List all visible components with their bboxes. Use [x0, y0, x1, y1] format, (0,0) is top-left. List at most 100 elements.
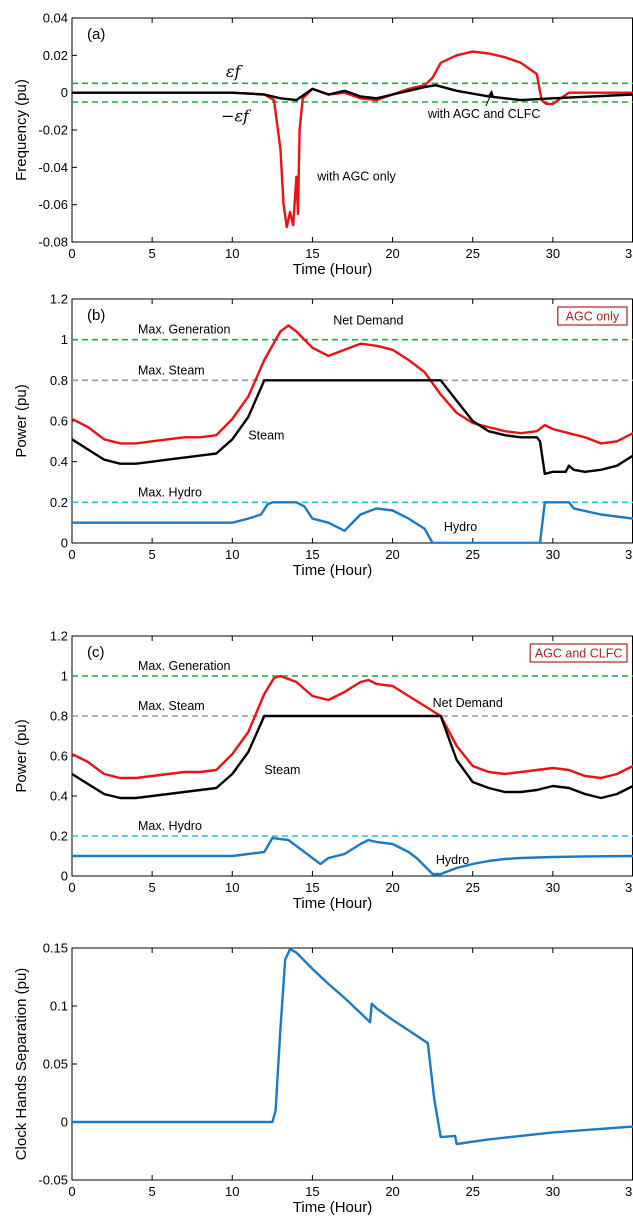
- plot-area-a: [71, 17, 633, 243]
- x-tick-label: 10: [225, 880, 239, 895]
- reference-line-label: Max. Hydro: [138, 485, 202, 499]
- mode-badge: [557, 306, 628, 326]
- x-tick-label: 20: [385, 880, 399, 895]
- annotation: Steam: [264, 763, 300, 777]
- series-line: [72, 50, 633, 229]
- y-tick-label: 0: [61, 536, 68, 551]
- reference-line-label: Max. Generation: [138, 323, 230, 337]
- y-tick-label: 0: [61, 1115, 68, 1130]
- x-tick-label: 25: [465, 880, 479, 895]
- x-tick-label: 35: [625, 1184, 633, 1199]
- y-tick-label: 1.2: [50, 292, 68, 307]
- x-tick-label: 15: [305, 246, 319, 261]
- panel-c: 0 5 10 15 20 25 30 35 0 0.2 0.4 0.6 0.8 1 1.2 Time (Hou…: [13, 629, 633, 912]
- x-tick-label: 10: [225, 547, 239, 562]
- x-tick-label: 35: [625, 547, 633, 562]
- annotation: Net Demand: [433, 696, 503, 710]
- x-tick-label: 0: [68, 246, 75, 261]
- x-tick-label: 35: [625, 246, 633, 261]
- x-tick-label: 0: [68, 1184, 75, 1199]
- annotation: with AGC only: [316, 169, 396, 183]
- y-tick-label: 1: [61, 332, 68, 347]
- x-tick-label: 20: [385, 547, 399, 562]
- y-tick-label: 0.4: [50, 789, 68, 804]
- panel-a: 0 5 10 15 20 25 30 35 -0.08 -0.06 -0.04 -0.02 0 0.02 0…: [13, 11, 633, 278]
- series-line: [72, 83, 633, 102]
- x-tick-label: 25: [465, 1184, 479, 1199]
- annotation: Hydro: [444, 520, 477, 534]
- mode-badge-text: AGC only: [566, 310, 620, 324]
- mode-badge-text: AGC and CLFC: [535, 647, 623, 661]
- x-tick-label: 10: [225, 246, 239, 261]
- reference-line-label: Max. Generation: [138, 659, 230, 673]
- x-axis-label: Time (Hour): [293, 562, 372, 579]
- x-tick-label: 0: [68, 547, 75, 562]
- x-tick-label: 25: [465, 547, 479, 562]
- y-tick-label: 0.6: [50, 414, 68, 429]
- series-line-net-demand: [72, 674, 633, 780]
- y-tick-label: 0.2: [50, 829, 68, 844]
- series-line-hydro: [72, 501, 633, 543]
- y-tick-label: -0.02: [38, 123, 68, 138]
- plot-area-d: [71, 947, 633, 1181]
- annotation: Hydro: [436, 853, 469, 867]
- reference-line-label: Max. Steam: [138, 363, 205, 377]
- x-tick-label: 5: [149, 246, 156, 261]
- annotation: with AGC and CLFC: [427, 107, 541, 121]
- annotation: Steam: [248, 428, 284, 442]
- x-tick-label: 15: [305, 880, 319, 895]
- series-line-steam: [72, 379, 633, 476]
- x-tick-label: 15: [305, 1184, 319, 1199]
- x-tick-label: 10: [225, 1184, 239, 1199]
- panel-label: (c): [87, 644, 105, 661]
- x-tick-label: 25: [465, 246, 479, 261]
- x-tick-label: 30: [546, 246, 560, 261]
- y-tick-label: 0.02: [43, 48, 68, 63]
- annotation: εf: [226, 62, 244, 81]
- x-tick-label: 5: [149, 1184, 156, 1199]
- y-axis-label: Clock Hands Separation (pu): [13, 968, 30, 1161]
- annotation: −εf: [221, 107, 252, 126]
- y-tick-label: 0: [61, 869, 68, 884]
- x-tick-label: 30: [546, 880, 560, 895]
- y-tick-label: 0.8: [50, 709, 68, 724]
- panel-label: (b): [87, 307, 105, 324]
- y-tick-label: 0.6: [50, 749, 68, 764]
- y-axis-label: Frequency (pu): [13, 79, 30, 181]
- y-tick-label: 0.05: [43, 1057, 68, 1072]
- annotation: Net Demand: [333, 313, 403, 327]
- y-tick-label: 0.8: [50, 373, 68, 388]
- reference-line-label: Max. Steam: [138, 699, 205, 713]
- y-tick-label: -0.04: [38, 160, 68, 175]
- x-tick-label: 0: [68, 880, 75, 895]
- series-line-net-demand: [72, 324, 633, 445]
- y-tick-label: 0.4: [50, 454, 68, 469]
- y-tick-label: 0.2: [50, 495, 68, 510]
- y-tick-label: 0.04: [43, 11, 68, 26]
- series-line-steam: [72, 714, 633, 800]
- y-axis-label: Power (pu): [13, 384, 30, 457]
- y-tick-label: -0.08: [38, 235, 68, 250]
- x-axis-label: Time (Hour): [293, 261, 372, 278]
- x-tick-label: 20: [385, 246, 399, 261]
- x-tick-label: 5: [149, 880, 156, 895]
- x-tick-label: 30: [546, 547, 560, 562]
- panel-label: (a): [87, 26, 105, 43]
- x-tick-label: 5: [149, 547, 156, 562]
- x-tick-label: 20: [385, 1184, 399, 1199]
- panel-b: 0 5 10 15 20 25 30 35 0 0.2 0.4 0.6 0.8 1 1.2 Time (Hou…: [13, 292, 633, 579]
- y-tick-label: 1: [61, 669, 68, 684]
- x-axis-label: Time (Hour): [293, 1199, 372, 1216]
- series-line-hydro: [72, 836, 633, 876]
- y-tick-label: 0: [61, 85, 68, 100]
- y-axis-label: Power (pu): [13, 719, 30, 792]
- y-tick-label: 0.1: [50, 999, 68, 1014]
- y-tick-label: 1.2: [50, 629, 68, 644]
- series-line: [72, 948, 633, 1146]
- annotation-arrow-head: [487, 89, 494, 96]
- mode-badge: [529, 643, 628, 663]
- x-tick-label: 15: [305, 547, 319, 562]
- x-tick-label: 30: [546, 1184, 560, 1199]
